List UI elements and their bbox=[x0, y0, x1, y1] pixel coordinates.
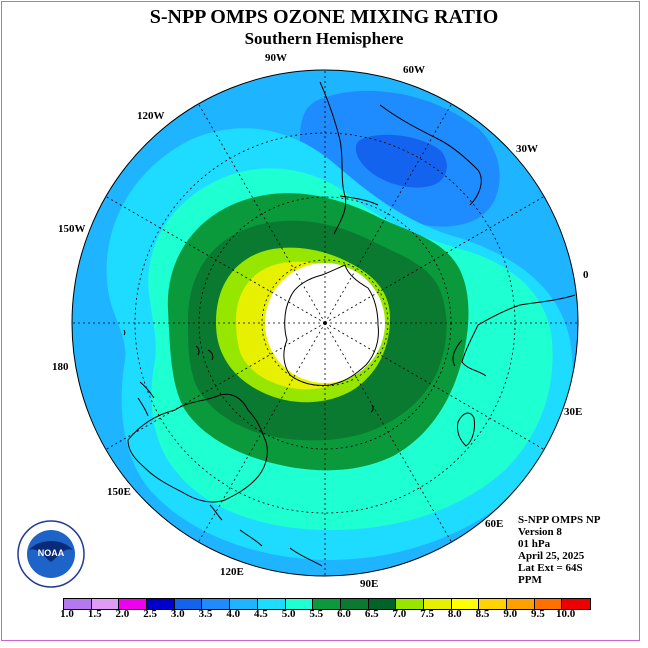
colorbar-segment bbox=[147, 599, 175, 609]
australia-coastline bbox=[127, 393, 268, 503]
colorbar-label: 3.0 bbox=[170, 608, 185, 620]
lon-label-120w: 120W bbox=[137, 110, 165, 122]
lon-label-0: 0 bbox=[583, 269, 589, 281]
ozone-field bbox=[72, 70, 578, 576]
colorbar-segment bbox=[64, 599, 92, 609]
noaa-logo: NOAA bbox=[17, 520, 85, 588]
lon-label-60e: 60E bbox=[485, 518, 503, 530]
colorbar-segment bbox=[562, 599, 591, 609]
colorbar-label: 4.0 bbox=[226, 608, 241, 620]
graticule bbox=[72, 70, 578, 576]
info-instrument: S-NPP OMPS NP bbox=[518, 514, 601, 526]
frame-border bbox=[1, 1, 640, 641]
meridian-line bbox=[198, 322, 326, 543]
colorbar-label: 7.0 bbox=[392, 608, 407, 620]
colorbar-label: 1.5 bbox=[87, 608, 102, 620]
info-lat-ext: Lat Ext = 64S bbox=[518, 562, 583, 574]
colorbar bbox=[63, 598, 592, 610]
colorbar-segment bbox=[174, 599, 203, 609]
lon-label-150w: 150W bbox=[58, 223, 86, 235]
meridian-line bbox=[198, 103, 326, 324]
colorbar-segment bbox=[507, 599, 535, 609]
meridian-line bbox=[105, 196, 326, 324]
info-version: Version 8 bbox=[518, 526, 562, 538]
info-units: PPM bbox=[518, 574, 542, 586]
colorbar-segment bbox=[119, 599, 148, 609]
africa-coastline bbox=[452, 294, 576, 377]
lon-label-30e: 30E bbox=[564, 406, 582, 418]
islands bbox=[123, 329, 374, 567]
south-america-coastline bbox=[319, 81, 482, 235]
colorbar-label: 2.0 bbox=[115, 608, 130, 620]
logo-text: NOAA bbox=[38, 548, 65, 558]
colorbar-segment bbox=[230, 599, 258, 609]
antarctica-coastline bbox=[283, 264, 379, 386]
south-pole-marker bbox=[323, 321, 327, 325]
colorbar-segment bbox=[479, 599, 507, 609]
colorbar-label: 4.5 bbox=[254, 608, 268, 620]
colorbar-segment bbox=[202, 599, 231, 609]
colorbar-labels: 1.0 1.5 2.0 2.5 3.0 3.5 4.0 4.5 5.0 5.5 6.0 6.5 7.0 7… bbox=[0, 608, 648, 622]
madagascar-coastline bbox=[457, 412, 475, 447]
longitude-labels: 90W 60W 30W 0 30E 60E 90E 120E 150E 180 … bbox=[52, 52, 589, 590]
colorbar-segment bbox=[368, 599, 397, 609]
colorbar-label: 5.5 bbox=[309, 608, 324, 620]
colorbar-label: 3.5 bbox=[198, 608, 213, 620]
map-subtitle: Southern Hemisphere bbox=[244, 29, 404, 48]
colorbar-segment bbox=[257, 599, 286, 609]
colorbar-label: 10.0 bbox=[555, 608, 576, 620]
meridian-line bbox=[324, 196, 545, 324]
meridian-line bbox=[324, 322, 452, 543]
colorbar-segment bbox=[534, 599, 563, 609]
colorbar-segment bbox=[91, 599, 120, 609]
colorbar-label: 8.5 bbox=[475, 608, 490, 620]
colorbar-label: 6.0 bbox=[337, 608, 351, 620]
meridian-line bbox=[324, 103, 452, 324]
colorbar-segment bbox=[313, 599, 341, 609]
colorbar-segment bbox=[451, 599, 480, 609]
lon-label-120e: 120E bbox=[220, 566, 244, 578]
meridian-line bbox=[324, 322, 545, 450]
colorbar-label: 2.5 bbox=[143, 608, 157, 620]
lon-label-150e: 150E bbox=[107, 486, 131, 498]
colorbar-segment bbox=[285, 599, 314, 609]
map-title: S-NPP OMPS OZONE MIXING RATIO bbox=[149, 6, 499, 28]
latitude-circle-75s bbox=[261, 259, 389, 387]
lon-label-90w: 90W bbox=[265, 52, 287, 64]
colorbar-label: 9.5 bbox=[531, 608, 545, 620]
colorbar-label: 7.5 bbox=[420, 608, 434, 620]
colorbar-label: 6.5 bbox=[364, 608, 379, 620]
colorbar-segment bbox=[340, 599, 369, 609]
lon-label-180: 180 bbox=[52, 361, 69, 373]
colorbar-segment bbox=[396, 599, 424, 609]
colorbar-label: 8.0 bbox=[447, 608, 462, 620]
colorbar-segment bbox=[423, 599, 452, 609]
meridian-lines bbox=[72, 70, 578, 576]
globe-outline bbox=[71, 69, 579, 577]
meridian-line bbox=[105, 322, 326, 450]
info-date: April 25, 2025 bbox=[518, 550, 585, 562]
lon-label-60w: 60W bbox=[403, 64, 425, 76]
colorbar-label: 5.0 bbox=[281, 608, 296, 620]
lon-label-30w: 30W bbox=[516, 143, 538, 155]
lon-label-90e: 90E bbox=[360, 578, 378, 590]
colorbar-label: 9.0 bbox=[503, 608, 518, 620]
info-level: 01 hPa bbox=[518, 538, 551, 550]
info-panel: S-NPP OMPS NP Version 8 01 hPa April 25,… bbox=[518, 514, 601, 586]
logo-bird-icon bbox=[29, 541, 73, 562]
colorbar-label: 1.0 bbox=[60, 608, 74, 620]
new-zealand-coastline bbox=[137, 381, 155, 417]
continents bbox=[123, 81, 576, 567]
ozone-band-3.0 bbox=[355, 134, 447, 188]
